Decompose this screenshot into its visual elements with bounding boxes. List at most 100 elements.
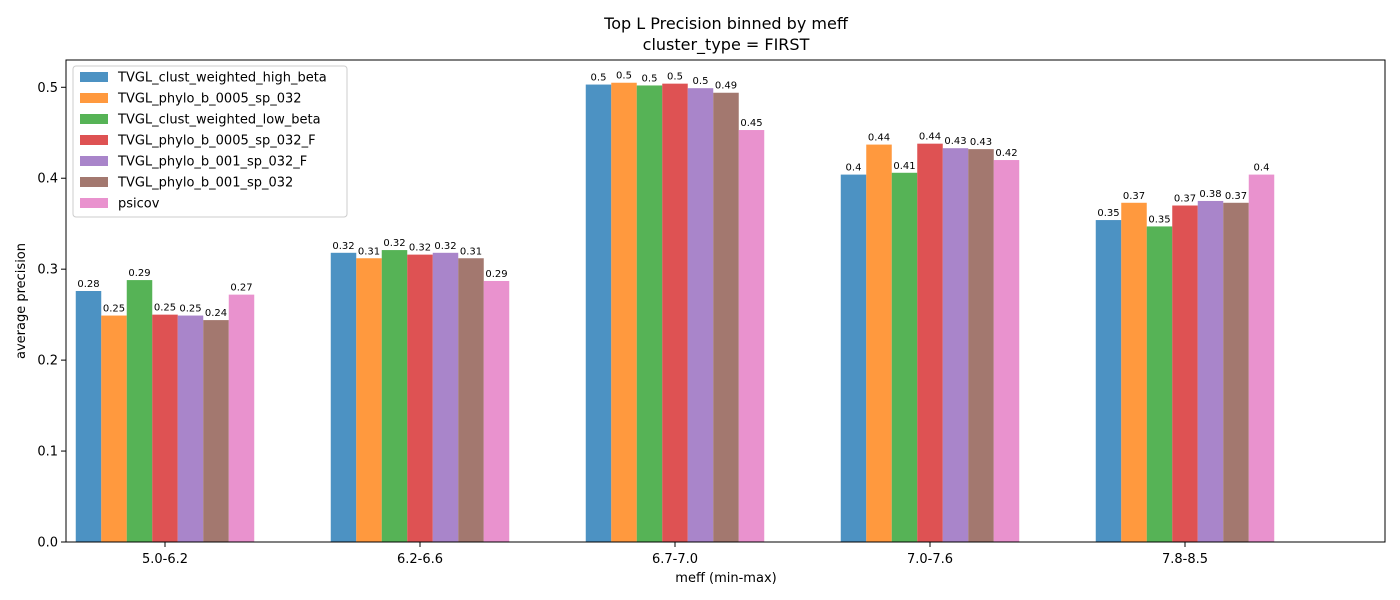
y-axis-label: average precision [14,243,29,359]
bar-value-label: 0.24 [205,308,227,319]
bar [1095,220,1122,543]
y-tick-label: 0.4 [37,172,58,187]
bar-value-label: 0.29 [485,269,507,280]
y-axis: 0.0 0.1 0.2 0.3 0.4 0.5 [37,81,66,551]
bar [1172,205,1198,542]
bar-value-label: 0.37 [1123,191,1145,202]
bar [738,130,765,542]
bar-value-label: 0.37 [1174,194,1196,205]
bar-value-label: 0.43 [944,136,966,147]
bar [968,149,994,543]
bar-value-label: 0.5 [616,71,632,82]
y-tick-label: 0.3 [37,263,58,278]
legend-label: TVGL_phylo_b_001_sp_032 [117,176,293,191]
legend-label: TVGL_phylo_b_001_sp_032_F [117,155,307,170]
bar-value-label: 0.35 [1097,208,1119,219]
x-axis-label: meff (min-max) [675,571,776,586]
bar-value-label: 0.32 [332,241,354,252]
bar [662,83,688,542]
bar-value-label: 0.44 [868,133,890,144]
bar [891,172,918,542]
bar [611,82,637,543]
legend-label: TVGL_clust_weighted_high_beta [117,71,327,86]
legend-label: TVGL_phylo_b_0005_sp_032 [117,92,302,107]
bar-value-label: 0.44 [919,132,941,143]
bar-value-label: 0.25 [179,304,201,315]
bar-value-label: 0.29 [128,268,150,279]
bar [152,314,178,542]
y-tick-label: 0.2 [37,354,58,369]
bar-value-label: 0.37 [1225,191,1247,202]
bar-value-label: 0.27 [230,283,252,294]
bar-value-label: 0.35 [1148,214,1170,225]
y-tick-label: 0.5 [37,81,58,96]
bar-value-label: 0.4 [1254,163,1270,174]
legend-swatch [80,72,108,82]
legend-swatch [80,135,108,145]
bar-value-label: 0.25 [103,304,125,315]
bar [993,160,1020,543]
bar-value-label: 0.5 [667,72,683,83]
bar [432,252,459,543]
bar [636,85,663,543]
legend-label: psicov [118,197,160,212]
x-tick-label: 6.2-6.6 [397,552,443,567]
legend-swatch [80,93,108,103]
bar [458,258,484,542]
bar-value-label: 0.43 [970,137,992,148]
bar [713,92,739,542]
bar [866,144,892,542]
bar [585,84,612,542]
bar-value-label: 0.5 [642,73,658,84]
bar-value-label: 0.32 [409,243,431,254]
legend-swatch [80,177,108,187]
bar [407,254,433,542]
bar-value-label: 0.28 [77,279,99,290]
bar-value-label: 0.5 [591,73,607,84]
x-tick-label: 7.0-7.6 [907,552,953,567]
y-tick-label: 0.0 [37,536,58,551]
bar [942,148,969,542]
bar [1121,202,1147,542]
bar-value-label: 0.4 [846,163,862,174]
bar-value-label: 0.45 [740,118,762,129]
plot-frame [65,59,1386,543]
chart-title: Top L Precision binned by meff [603,14,849,33]
x-tick-label: 5.0-6.2 [142,552,188,567]
x-axis: 5.0-6.2 6.2-6.6 6.7-7.0 7.0-7.6 7.8-8.5 [142,542,1208,567]
x-tick-label: 6.7-7.0 [652,552,698,567]
legend-swatch [80,114,108,124]
bar [177,315,204,542]
bar-value-label: 0.41 [893,161,915,172]
bar-value-label: 0.49 [715,81,737,92]
bar [330,252,357,543]
bar [917,143,943,543]
bar [1223,202,1249,542]
legend-label: TVGL_phylo_b_0005_sp_032_F [117,134,316,149]
bar-value-label: 0.38 [1199,189,1221,200]
bar [101,315,127,542]
bar-value-label: 0.42 [995,148,1017,159]
legend-swatch [80,198,108,208]
bar [75,290,102,542]
bar [1146,226,1173,542]
bar [840,174,867,542]
bar-value-label: 0.32 [383,238,405,249]
bar [381,250,408,542]
bar [1197,200,1224,542]
legend-box [72,65,348,218]
bar-value-label: 0.25 [154,303,176,314]
bar [687,88,714,543]
bar [1248,174,1275,542]
bar-value-label: 0.32 [434,241,456,252]
legend-swatch [80,156,108,166]
legend: TVGL_clust_weighted_high_beta TVGL_phylo_… [72,65,348,218]
bar [203,320,229,542]
bar-value-label: 0.31 [358,246,380,257]
bars-group [75,82,1275,543]
bar [356,258,382,542]
legend-label: TVGL_clust_weighted_low_beta [117,113,321,128]
value-labels-group: 0.280.250.290.25 0.25 0.240.270.32 0.310.32… [77,71,1269,319]
chart-subtitle: cluster_type = FIRST [643,35,810,55]
